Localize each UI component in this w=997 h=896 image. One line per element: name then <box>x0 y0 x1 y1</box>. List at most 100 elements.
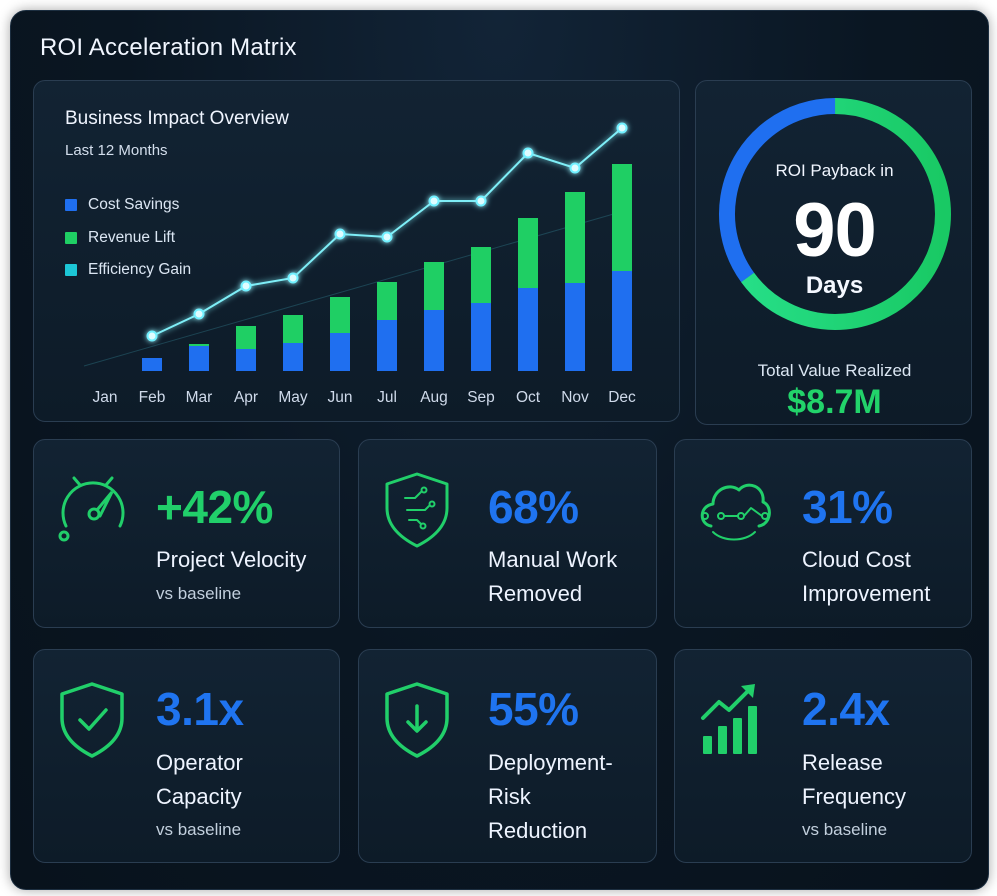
metric-card-cloud-cost: 31% Cloud Cost Improvement <box>674 439 972 628</box>
metric-note: vs baseline <box>156 584 242 603</box>
bar-revenue-lift-oct <box>518 218 538 288</box>
payback-label: ROI Payback in <box>775 161 894 180</box>
bar-chart-trend-icon <box>701 684 757 754</box>
chart-legend: Cost Savings Revenue Lift Efficiency Gai… <box>65 189 191 287</box>
payback-unit: Days <box>805 272 864 299</box>
metric-value: 68% <box>488 481 579 533</box>
total-value-amount: $8.7M <box>787 383 882 421</box>
metric-value: 3.1x <box>156 683 244 735</box>
legend-item-revenue-lift: Revenue Lift <box>65 222 191 255</box>
metric-label: Cloud Cost Improvement <box>802 543 982 611</box>
legend-swatch-efficiency-gain <box>65 264 77 277</box>
bar-cost-savings-aug <box>424 310 444 371</box>
legend-label: Cost Savings <box>88 196 180 214</box>
x-tick-label: Jul <box>377 389 397 406</box>
cloud-network-icon <box>700 483 771 541</box>
impact-chart: Jan Feb Mar Apr May Jun Jul Aug Sep Oct Nov Dec <box>83 122 636 406</box>
shield-arrow-down-icon <box>385 682 449 758</box>
metric-label-line1: Cloud Cost <box>802 547 911 572</box>
bar-revenue-lift-jun <box>330 297 350 333</box>
legend-item-efficiency-gain: Efficiency Gain <box>65 254 191 287</box>
metric-label-line1: Deployment-Risk <box>488 750 613 809</box>
metric-label-line2: Removed <box>488 581 583 606</box>
x-tick-label: Mar <box>186 389 213 406</box>
x-tick-label: Jan <box>93 389 118 406</box>
metric-label-line1: Manual Work <box>488 547 618 572</box>
efficiency-gain-point <box>616 122 628 134</box>
bar-revenue-lift-nov <box>565 192 585 283</box>
metric-card-deployment-risk: 55% Deployment-Risk Reduction <box>358 649 657 863</box>
bar-revenue-lift-may <box>283 315 303 343</box>
ring-blue-arc <box>719 97 951 330</box>
impact-subtitle: Last 12 Months <box>65 142 168 159</box>
x-tick-label: Jun <box>328 389 353 406</box>
efficiency-gain-point <box>475 195 487 207</box>
x-tick-label: Dec <box>608 389 636 406</box>
metric-label-line1: Operator <box>156 750 243 775</box>
bar-revenue-lift-aug <box>424 262 444 310</box>
bar-cost-savings-jun <box>330 333 350 371</box>
bar-revenue-lift-apr <box>236 326 256 349</box>
metric-label: Release Frequency <box>802 746 982 814</box>
legend-label: Efficiency Gain <box>88 261 192 279</box>
legend-item-cost-savings: Cost Savings <box>65 189 191 222</box>
shield-check-icon <box>60 682 124 758</box>
legend-swatch-revenue-lift <box>65 231 77 244</box>
x-tick-label: Nov <box>561 389 589 406</box>
bar-cost-savings-sep <box>471 303 491 371</box>
metric-label-line2: Frequency <box>802 784 906 809</box>
efficiency-gain-point <box>193 308 205 320</box>
efficiency-gain-point <box>569 162 581 174</box>
metric-card-release-frequency: 2.4x Release Frequency vs baseline <box>674 649 972 863</box>
efficiency-gain-point <box>381 231 393 243</box>
x-tick-label: Aug <box>420 389 448 406</box>
x-tick-label: Feb <box>139 389 166 406</box>
metric-label-line2: Reduction <box>488 818 588 843</box>
metric-card-manual-work: 68% Manual Work Removed <box>358 439 657 628</box>
bar-revenue-lift-dec <box>612 164 632 271</box>
metric-label: Manual Work Removed <box>488 543 668 611</box>
efficiency-gain-point <box>287 272 299 284</box>
x-tick-label: Sep <box>467 389 495 406</box>
bar-revenue-lift-jul <box>377 282 397 320</box>
x-tick-label: Apr <box>234 389 258 406</box>
metric-value: 2.4x <box>802 683 890 735</box>
metric-value: +42% <box>156 481 273 533</box>
bar-cost-savings-may <box>283 343 303 371</box>
bar-cost-savings-mar <box>189 346 209 371</box>
shield-circuit-icon <box>385 472 449 548</box>
metric-card-operator-capacity: 3.1x Operator Capacity vs baseline <box>33 649 340 863</box>
bar-cost-savings-dec <box>612 271 632 371</box>
bar-cost-savings-oct <box>518 288 538 371</box>
bar-cost-savings-nov <box>565 283 585 371</box>
efficiency-gain-point <box>240 280 252 292</box>
bar-revenue-lift-sep <box>471 247 491 303</box>
metric-label: Project Velocity <box>156 547 307 572</box>
bar-cost-savings-feb <box>142 358 162 371</box>
payback-number: 90 <box>793 188 877 273</box>
legend-swatch-cost-savings <box>65 199 77 212</box>
bar-cost-savings-apr <box>236 349 256 371</box>
impact-title: Business Impact Overview <box>65 108 289 129</box>
efficiency-gain-point <box>428 195 440 207</box>
speedometer-icon <box>58 476 125 542</box>
metric-label: Deployment-Risk Reduction <box>488 746 653 848</box>
roi-payback-card: ROI Payback in 90 Days Total Value Reali… <box>695 80 972 425</box>
efficiency-gain-point <box>334 228 346 240</box>
metric-label-line2: Improvement <box>802 581 931 606</box>
bar-revenue-lift-mar <box>189 344 209 346</box>
total-value-label: Total Value Realized <box>757 361 912 380</box>
metric-label-line2: Capacity <box>156 784 242 809</box>
x-tick-label: Oct <box>516 389 541 406</box>
metric-card-project-velocity: +42% Project Velocity vs baseline <box>33 439 340 628</box>
bar-cost-savings-jul <box>377 320 397 371</box>
metric-value: 55% <box>488 683 579 735</box>
legend-label: Revenue Lift <box>88 228 176 246</box>
efficiency-gain-point <box>522 147 534 159</box>
metric-value: 31% <box>802 481 893 533</box>
metric-label-line1: Release <box>802 750 883 775</box>
metric-note: vs baseline <box>156 820 242 839</box>
page-title: ROI Acceleration Matrix <box>40 34 297 61</box>
x-tick-label: May <box>278 389 308 406</box>
efficiency-gain-point <box>146 330 158 342</box>
